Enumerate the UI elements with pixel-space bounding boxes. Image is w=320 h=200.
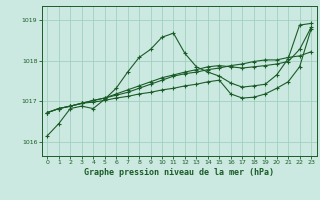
X-axis label: Graphe pression niveau de la mer (hPa): Graphe pression niveau de la mer (hPa) xyxy=(84,168,274,177)
